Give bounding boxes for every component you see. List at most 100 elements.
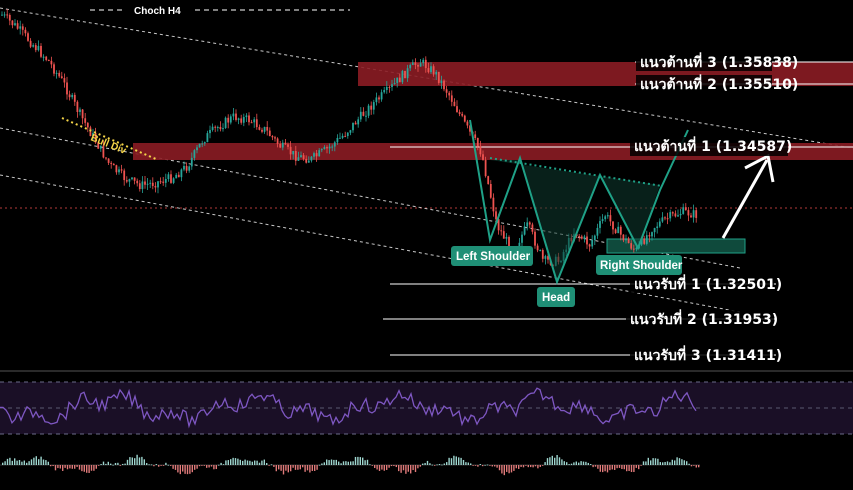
head-label: Head bbox=[542, 292, 570, 304]
candle-body bbox=[619, 226, 622, 235]
candle-body bbox=[502, 231, 505, 239]
candle-body bbox=[443, 80, 445, 90]
histogram-bar bbox=[86, 465, 88, 473]
histogram-bar bbox=[657, 458, 659, 465]
candle-body bbox=[292, 150, 295, 155]
histogram-bar bbox=[314, 465, 316, 472]
candle-body bbox=[528, 222, 531, 225]
histogram-bar bbox=[232, 457, 234, 465]
histogram-bar bbox=[208, 465, 210, 468]
candle-body bbox=[102, 145, 105, 158]
histogram-bar bbox=[407, 465, 409, 472]
candle-body bbox=[523, 226, 526, 235]
histogram-bar bbox=[606, 465, 609, 473]
candle-body bbox=[664, 217, 666, 219]
histogram-bar bbox=[431, 464, 433, 466]
histogram-bar bbox=[448, 457, 450, 465]
candle-body bbox=[105, 157, 107, 159]
histogram-bar bbox=[321, 463, 323, 465]
histogram-bar bbox=[551, 455, 553, 465]
candle-body bbox=[123, 170, 126, 181]
histogram-bar bbox=[515, 465, 517, 469]
candle-body bbox=[141, 181, 144, 190]
histogram-bar bbox=[424, 462, 426, 465]
candle-body bbox=[666, 218, 669, 220]
support-3-label: แนวรับที่ 3 (1.31411) bbox=[634, 345, 782, 364]
histogram-bar bbox=[239, 459, 241, 465]
candle-body bbox=[198, 143, 201, 148]
histogram-bar bbox=[506, 465, 508, 472]
candle-body bbox=[302, 155, 305, 159]
resistance-2-tag: แนวต้านที่ 2 (1.35510) bbox=[636, 74, 798, 93]
support-2-label: แนวรับที่ 2 (1.31953) bbox=[630, 309, 778, 328]
histogram-bar bbox=[400, 465, 402, 473]
histogram-bar bbox=[198, 465, 201, 467]
histogram-bar bbox=[162, 465, 165, 466]
histogram-bar bbox=[438, 464, 441, 465]
histogram-bar bbox=[191, 465, 193, 473]
candle-body bbox=[326, 147, 328, 149]
histogram-bar bbox=[50, 465, 52, 467]
histogram-bar bbox=[362, 457, 364, 465]
candle-body bbox=[349, 130, 352, 133]
candle-body bbox=[331, 146, 334, 148]
candle-body bbox=[24, 29, 27, 34]
histogram-bar bbox=[674, 460, 676, 465]
histogram-bar bbox=[558, 457, 561, 465]
histogram-bar bbox=[472, 465, 474, 466]
candle-body bbox=[138, 183, 141, 190]
histogram-bar bbox=[119, 465, 121, 466]
candle-body bbox=[580, 236, 583, 239]
candle-body bbox=[341, 135, 344, 138]
right-shoulder-label: Right Shoulder bbox=[600, 260, 683, 272]
histogram-bar bbox=[443, 463, 445, 465]
candle-body bbox=[167, 174, 170, 179]
candle-body bbox=[344, 135, 347, 137]
histogram-bar bbox=[647, 457, 649, 465]
histogram-bar bbox=[124, 463, 126, 465]
candle-body bbox=[450, 95, 453, 102]
histogram-bar bbox=[388, 465, 390, 468]
candle-body bbox=[76, 101, 79, 112]
candle-body bbox=[222, 128, 224, 130]
histogram-bar bbox=[491, 465, 493, 467]
histogram-bar bbox=[230, 459, 232, 465]
histogram-bar bbox=[544, 462, 546, 465]
candle-body bbox=[183, 165, 185, 170]
candle-body bbox=[294, 150, 297, 161]
candle-body bbox=[1, 14, 3, 16]
candle-body bbox=[300, 155, 302, 158]
histogram-bar bbox=[52, 465, 54, 467]
histogram-bar bbox=[136, 454, 138, 465]
candle-body bbox=[352, 122, 354, 131]
candle-body bbox=[578, 236, 581, 238]
pattern-fill bbox=[490, 160, 660, 282]
candle-body bbox=[68, 94, 71, 98]
support-1-label: แนวรับที่ 1 (1.32501) bbox=[634, 274, 782, 293]
candle-body bbox=[630, 243, 633, 249]
histogram-bar bbox=[460, 457, 462, 465]
histogram-bar bbox=[287, 465, 289, 473]
histogram-bar bbox=[549, 457, 551, 465]
histogram-bar bbox=[297, 465, 299, 470]
histogram-bar bbox=[246, 460, 249, 465]
candle-body bbox=[281, 142, 284, 148]
histogram-bar bbox=[640, 465, 642, 466]
histogram-bar bbox=[618, 465, 621, 468]
histogram-bar bbox=[412, 465, 414, 471]
histogram-bar bbox=[357, 456, 359, 465]
candle-body bbox=[354, 122, 357, 125]
histogram-bar bbox=[419, 465, 421, 467]
candle-body bbox=[263, 126, 266, 132]
histogram-bar bbox=[184, 465, 186, 474]
candle-body bbox=[435, 71, 438, 75]
candle-body bbox=[375, 97, 378, 103]
candle-body bbox=[63, 78, 66, 83]
histogram-bar bbox=[338, 461, 340, 465]
up-arrow-icon bbox=[721, 153, 775, 239]
histogram-bar bbox=[638, 465, 640, 470]
candle-body bbox=[6, 14, 9, 16]
candle-body bbox=[170, 174, 172, 183]
histogram-bar bbox=[45, 460, 47, 465]
